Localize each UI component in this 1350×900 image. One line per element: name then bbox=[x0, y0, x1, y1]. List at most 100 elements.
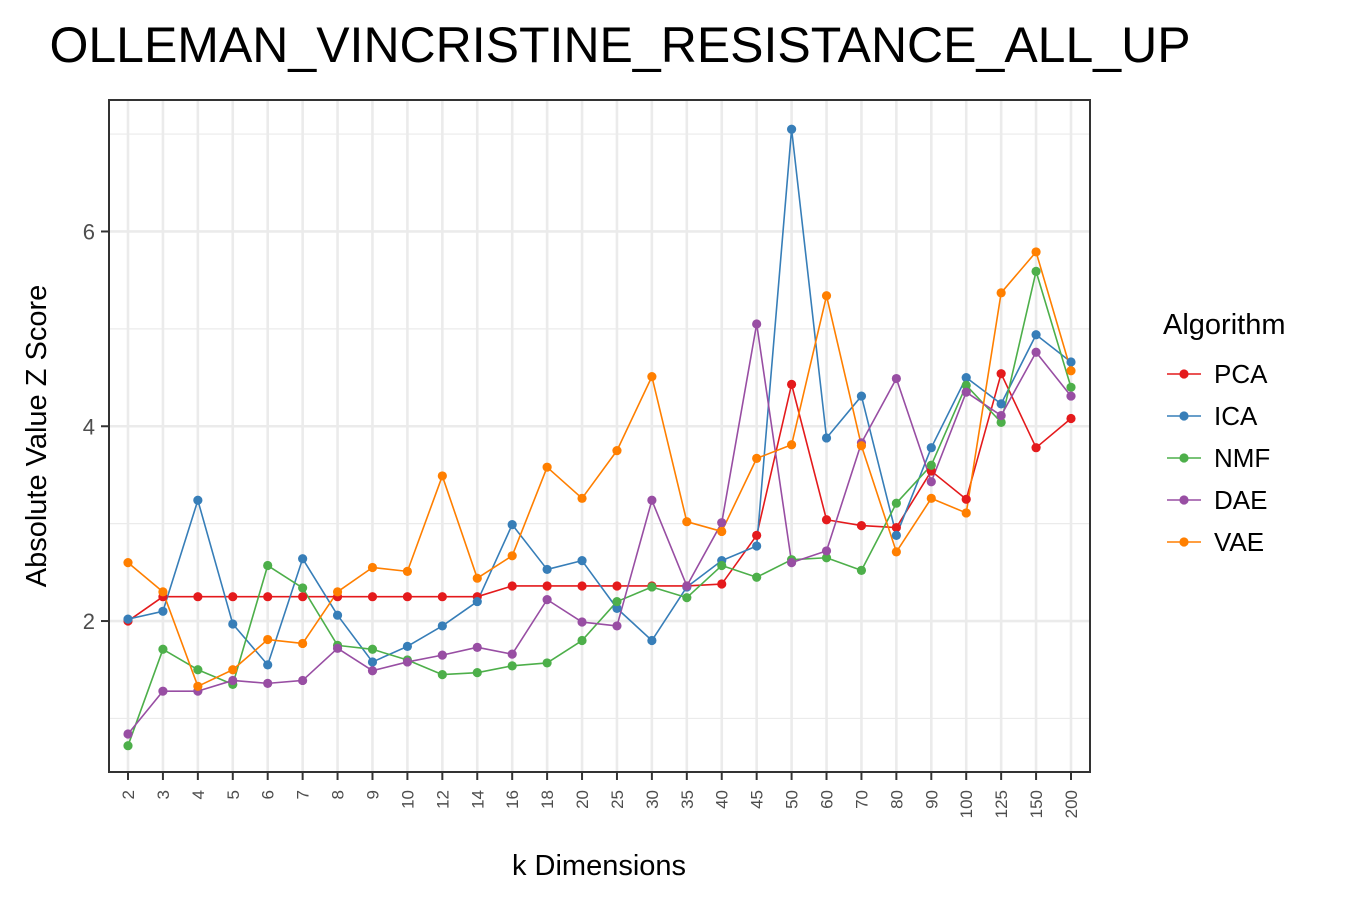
data-point-nmf bbox=[647, 582, 657, 592]
data-point-ica bbox=[786, 124, 797, 134]
series-line-ica bbox=[127, 128, 1072, 666]
x-tick-label: 2 bbox=[119, 790, 138, 799]
x-tick-label: 16 bbox=[503, 790, 522, 809]
data-point-ica bbox=[298, 554, 308, 564]
data-point-dae bbox=[507, 649, 517, 659]
data-point-pca bbox=[263, 592, 273, 602]
x-tick-label: 10 bbox=[398, 790, 417, 809]
y-axis-title: Absolute Value Z Score bbox=[21, 285, 53, 588]
data-point-ica bbox=[856, 391, 867, 401]
data-point-ica bbox=[961, 372, 971, 383]
legend-item-nmf: NMF bbox=[1167, 443, 1270, 473]
data-point-nmf bbox=[507, 661, 517, 671]
data-point-pca bbox=[612, 581, 622, 591]
data-point-dae bbox=[752, 319, 762, 329]
x-tick-label: 80 bbox=[887, 790, 906, 809]
x-tick-label: 125 bbox=[992, 790, 1011, 818]
data-point-nmf bbox=[961, 380, 971, 390]
x-tick-label: 25 bbox=[608, 790, 627, 809]
data-point-nmf bbox=[367, 644, 378, 654]
data-point-nmf bbox=[158, 644, 168, 654]
data-point-vae bbox=[402, 566, 413, 576]
data-point-ica bbox=[1066, 357, 1076, 367]
series-lines bbox=[123, 124, 1076, 751]
data-point-dae bbox=[1031, 347, 1041, 357]
legend-items: PCA ICA NMF DAE VAE bbox=[1167, 359, 1270, 557]
data-point-pca bbox=[1031, 443, 1041, 453]
data-point-ica bbox=[821, 433, 832, 443]
data-point-vae bbox=[1031, 247, 1041, 257]
data-point-dae bbox=[123, 729, 133, 739]
y-tick-label: 2 bbox=[83, 609, 95, 634]
x-tick-label: 20 bbox=[573, 790, 592, 809]
legend-item-pca: PCA bbox=[1167, 359, 1268, 389]
data-point-dae bbox=[367, 666, 378, 676]
data-point-ica bbox=[891, 530, 901, 540]
data-point-vae bbox=[228, 665, 238, 675]
data-point-pca bbox=[577, 581, 587, 591]
data-point-pca bbox=[437, 592, 447, 602]
data-point-ica bbox=[332, 610, 343, 620]
legend-label: VAE bbox=[1214, 527, 1264, 557]
legend-title: Algorithm bbox=[1163, 309, 1286, 341]
data-point-vae bbox=[717, 526, 727, 537]
data-point-vae bbox=[856, 441, 867, 451]
series-line-pca bbox=[127, 372, 1072, 622]
data-point-ica bbox=[647, 635, 657, 646]
chart-title: OLLEMAN_VINCRISTINE_RESISTANCE_ALL_UP bbox=[49, 17, 1190, 73]
legend-label: PCA bbox=[1214, 359, 1268, 389]
data-point-vae bbox=[752, 453, 762, 463]
data-point-dae bbox=[437, 650, 447, 660]
y-tick-label: 4 bbox=[83, 414, 95, 439]
x-tick-label: 60 bbox=[818, 790, 837, 809]
data-point-dae bbox=[647, 495, 657, 505]
legend-label: ICA bbox=[1214, 401, 1258, 431]
data-point-dae bbox=[158, 686, 168, 696]
grid bbox=[109, 100, 1090, 772]
x-tick-label: 30 bbox=[643, 790, 662, 809]
y-axis-ticks: 2 4 6 bbox=[83, 219, 109, 634]
data-point-ica bbox=[123, 614, 133, 624]
x-tick-label: 12 bbox=[433, 790, 452, 809]
data-point-nmf bbox=[752, 572, 762, 582]
data-point-pca bbox=[367, 592, 378, 602]
data-point-nmf bbox=[821, 553, 832, 563]
data-point-pca bbox=[228, 592, 238, 602]
data-point-nmf bbox=[263, 560, 273, 571]
data-point-nmf bbox=[856, 565, 867, 576]
data-point-dae bbox=[891, 373, 901, 384]
data-point-vae bbox=[996, 288, 1006, 298]
data-point-ica bbox=[577, 556, 587, 566]
legend-key-point bbox=[1179, 453, 1189, 463]
data-point-dae bbox=[298, 675, 308, 686]
data-point-vae bbox=[682, 517, 692, 527]
data-point-nmf bbox=[437, 670, 447, 680]
x-tick-label: 90 bbox=[922, 790, 941, 809]
data-point-dae bbox=[263, 678, 273, 688]
data-point-dae bbox=[542, 595, 552, 605]
data-point-vae bbox=[193, 681, 203, 691]
series-line-nmf bbox=[127, 270, 1072, 746]
data-point-vae bbox=[367, 562, 378, 573]
x-tick-label: 5 bbox=[224, 790, 243, 799]
data-point-dae bbox=[996, 410, 1006, 421]
data-point-pca bbox=[961, 494, 971, 504]
data-point-pca bbox=[996, 369, 1006, 379]
legend-item-ica: ICA bbox=[1167, 401, 1258, 431]
data-point-vae bbox=[961, 508, 971, 518]
legend-key-point bbox=[1179, 411, 1189, 421]
data-point-dae bbox=[577, 617, 587, 627]
data-point-vae bbox=[542, 462, 552, 472]
data-point-ica bbox=[437, 621, 447, 631]
data-point-nmf bbox=[193, 665, 203, 675]
data-point-vae bbox=[926, 493, 936, 503]
data-point-dae bbox=[717, 518, 727, 528]
data-point-ica bbox=[612, 603, 622, 613]
data-point-dae bbox=[821, 546, 832, 556]
data-point-vae bbox=[647, 371, 657, 382]
data-point-dae bbox=[332, 643, 343, 653]
data-point-dae bbox=[786, 558, 797, 568]
data-point-vae bbox=[158, 587, 168, 597]
plot-panel-border bbox=[108, 99, 1091, 773]
data-point-nmf bbox=[472, 668, 482, 678]
